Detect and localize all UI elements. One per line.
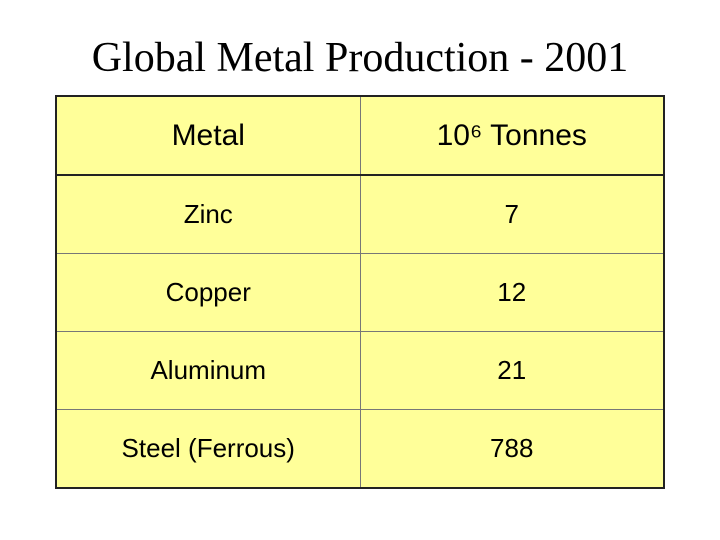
table-row: Copper 12 (55, 253, 665, 332)
tonnes-cell: 21 (359, 331, 665, 410)
slide-title: Global Metal Production - 2001 (91, 35, 629, 81)
metal-cell: Copper (55, 253, 361, 332)
table-body: Zinc 7 Copper 12 Aluminum 21 Steel (Ferrous) 78… (55, 174, 665, 489)
metal-cell: Zinc (55, 174, 361, 254)
metal-cell: Aluminum (55, 331, 361, 410)
column-header: 10⁶ Tonnes (359, 95, 665, 176)
tonnes-cell: 7 (359, 174, 665, 254)
table-row: Aluminum 21 (55, 331, 665, 410)
tonnes-cell: 788 (359, 409, 665, 489)
table-row: Zinc 7 (55, 174, 665, 254)
data-table: Metal 10⁶ Tonnes Zinc 7 Copper 12 Aluminum 21 S… (55, 95, 665, 489)
header-row: Metal 10⁶ Tonnes (55, 95, 665, 176)
table-head: Metal 10⁶ Tonnes (55, 95, 665, 176)
column-header: Metal (55, 95, 361, 176)
tonnes-cell: 12 (359, 253, 665, 332)
metal-cell: Steel (Ferrous) (55, 409, 361, 489)
table-row: Steel (Ferrous) 788 (55, 409, 665, 489)
